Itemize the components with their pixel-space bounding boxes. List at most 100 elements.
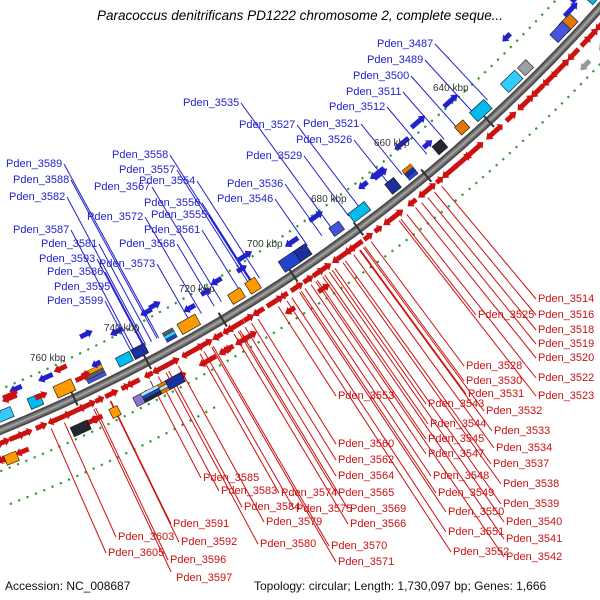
gene-label-forward[interactable]: Pden_3500 — [353, 70, 410, 82]
gene-arrow[interactable] — [528, 82, 547, 101]
gene-box[interactable] — [549, 21, 572, 43]
gene-label-reverse[interactable]: Pden_3566 — [350, 518, 407, 530]
gene-arrow[interactable] — [434, 174, 446, 186]
gene-box[interactable] — [52, 378, 77, 399]
gene-label-reverse[interactable]: Pden_3564 — [338, 470, 395, 482]
gene-arrow[interactable] — [578, 33, 594, 50]
gene-box[interactable] — [176, 313, 202, 335]
gene-arrow[interactable] — [142, 369, 155, 381]
gene-label-forward[interactable]: Pden_3589 — [6, 158, 63, 170]
gene-arrow[interactable] — [361, 230, 375, 244]
gene-box[interactable] — [584, 0, 600, 6]
gene-arrow[interactable] — [372, 223, 385, 236]
gene-arrow[interactable] — [381, 213, 398, 229]
gene-label-forward[interactable]: Pden_3568 — [119, 238, 176, 250]
gene-label-forward[interactable]: Pden_3511 — [346, 86, 402, 98]
gene-label-reverse[interactable]: Pden_3597 — [176, 572, 233, 584]
gene-arrow[interactable] — [78, 327, 94, 341]
gene-arrow[interactable] — [218, 344, 233, 358]
gene-label-forward[interactable]: Pden_3572 — [87, 211, 144, 223]
gene-label-reverse[interactable]: Pden_3545 — [428, 433, 485, 445]
gene-label-reverse[interactable]: Pden_3547 — [428, 448, 485, 460]
gene-label-reverse[interactable]: Pden_3544 — [430, 418, 487, 430]
gene-arrow[interactable] — [483, 126, 500, 143]
gene-label-forward[interactable]: Pden_3521 — [303, 118, 360, 130]
gene-label-forward[interactable]: Pden_3587 — [13, 224, 70, 236]
gene-arrow[interactable] — [150, 361, 169, 377]
gene-arrow[interactable] — [539, 69, 560, 90]
gene-arrow[interactable] — [74, 370, 91, 385]
gene-box[interactable] — [431, 138, 449, 156]
gene-label-reverse[interactable]: Pden_3560 — [338, 438, 395, 450]
gene-label-reverse[interactable]: Pden_3596 — [170, 554, 227, 566]
gene-arrow[interactable] — [514, 100, 528, 114]
gene-arrow[interactable] — [282, 234, 300, 250]
gene-arrow[interactable] — [90, 358, 103, 371]
gene-arrow[interactable] — [186, 340, 207, 357]
gene-box[interactable] — [469, 99, 493, 123]
gene-arrow[interactable] — [392, 135, 412, 154]
gene-box[interactable] — [69, 419, 92, 438]
gene-arrow[interactable] — [242, 311, 257, 325]
gene-box[interactable] — [517, 59, 534, 77]
gene-label-reverse[interactable]: Pden_3530 — [466, 375, 523, 387]
gene-label-reverse[interactable]: Pden_3550 — [448, 506, 505, 518]
gene-arrow[interactable] — [592, 19, 600, 33]
gene-label-reverse[interactable]: Pden_3571 — [338, 556, 395, 568]
gene-label-reverse[interactable]: Pden_3551 — [448, 526, 505, 538]
gene-label-forward[interactable]: Pden_3527 — [239, 119, 296, 131]
gene-label-forward[interactable]: Pden_3526 — [296, 134, 353, 146]
gene-arrow[interactable] — [1, 388, 20, 403]
gene-label-reverse[interactable]: Pden_3548 — [433, 470, 490, 482]
gene-label-forward[interactable]: Pden_3554 — [139, 175, 196, 187]
gene-label-forward[interactable]: Pden_3567 — [94, 181, 151, 193]
gene-label-reverse[interactable]: Pden_3585 — [203, 472, 260, 484]
gene-arrow[interactable] — [236, 248, 254, 264]
gene-box[interactable] — [227, 287, 246, 305]
gene-arrow[interactable] — [179, 349, 191, 361]
gene-box[interactable] — [161, 327, 178, 343]
gene-label-forward[interactable]: Pden_3593 — [39, 253, 96, 265]
gene-label-reverse[interactable]: Pden_3533 — [494, 425, 551, 437]
gene-arrow[interactable] — [250, 305, 266, 320]
gene-arrow[interactable] — [88, 412, 105, 426]
gene-arrow[interactable] — [52, 362, 69, 376]
gene-arrow[interactable] — [307, 208, 326, 225]
gene-arrow[interactable] — [499, 31, 513, 45]
gene-arrow[interactable] — [288, 279, 305, 295]
gene-label-forward[interactable]: Pden_3582 — [9, 191, 66, 203]
gene-label-reverse[interactable]: Pden_3605 — [108, 547, 165, 559]
gene-arrow[interactable] — [408, 112, 428, 131]
gene-arrow[interactable] — [310, 265, 326, 280]
gene-box[interactable] — [347, 201, 372, 223]
gene-arrow[interactable] — [34, 389, 50, 403]
gene-label-reverse[interactable]: Pden_3579 — [266, 516, 323, 528]
gene-label-reverse[interactable]: Pden_3523 — [538, 390, 595, 402]
gene-arrow[interactable] — [181, 301, 197, 315]
gene-arrow[interactable] — [162, 354, 181, 370]
gene-label-reverse[interactable]: Pden_3518 — [538, 324, 595, 336]
gene-label-reverse[interactable]: Pden_3574 — [281, 487, 338, 499]
gene-arrow[interactable] — [329, 247, 351, 266]
gene-label-reverse[interactable]: Pden_3570 — [331, 540, 388, 552]
gene-label-reverse[interactable]: Pden_3522 — [538, 372, 595, 384]
gene-label-reverse[interactable]: Pden_3541 — [506, 533, 563, 545]
gene-arrow[interactable] — [301, 272, 316, 286]
gene-label-reverse[interactable]: Pden_3591 — [173, 518, 230, 530]
gene-label-reverse[interactable]: Pden_3549 — [438, 487, 495, 499]
gene-arrow[interactable] — [220, 325, 233, 337]
gene-arrow[interactable] — [108, 325, 124, 339]
gene-box[interactable] — [0, 406, 15, 425]
gene-arrow[interactable] — [554, 56, 572, 74]
gene-arrow[interactable] — [265, 292, 286, 310]
gene-box[interactable] — [500, 69, 524, 93]
gene-label-reverse[interactable]: Pden_3580 — [260, 538, 317, 550]
gene-arrow[interactable] — [138, 305, 154, 319]
gene-label-reverse[interactable]: Pden_3592 — [181, 536, 238, 548]
gene-arrow[interactable] — [356, 178, 370, 192]
gene-arrow[interactable] — [596, 36, 600, 54]
gene-arrow[interactable] — [439, 162, 460, 182]
gene-label-reverse[interactable]: Pden_3537 — [493, 458, 550, 470]
gene-arrow[interactable] — [199, 285, 214, 299]
